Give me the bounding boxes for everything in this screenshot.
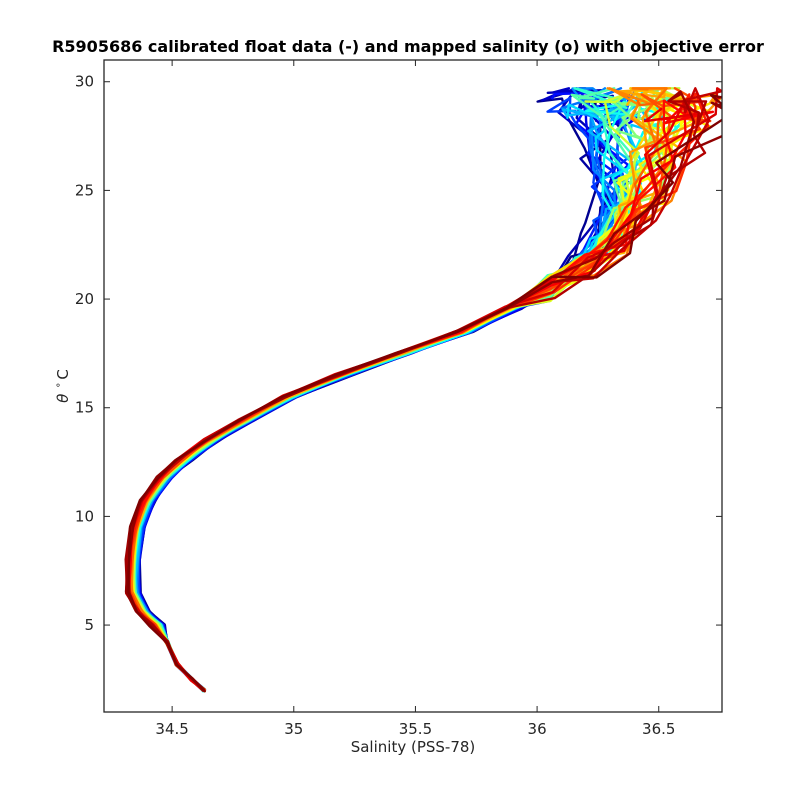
y-tick-label: 10 xyxy=(75,507,94,525)
profile-line xyxy=(132,96,666,692)
profile-line xyxy=(133,108,641,691)
profile-line xyxy=(129,92,640,691)
profile-line xyxy=(130,87,639,691)
profile-line xyxy=(131,87,648,691)
y-tick-label: 20 xyxy=(75,290,94,308)
y-axis-label: θ°C xyxy=(54,369,72,403)
profile-line xyxy=(130,100,646,692)
profile-line xyxy=(124,90,696,692)
y-tick-label: 15 xyxy=(75,399,94,417)
x-axis: 34.5 35 35.5 36 36.5 xyxy=(155,60,675,738)
svg-text:θ°C: θ°C xyxy=(54,369,72,403)
axes-box xyxy=(103,59,723,713)
profile-line xyxy=(126,100,698,692)
x-tick-label: 35 xyxy=(284,720,303,738)
profile-line xyxy=(135,87,623,691)
profile-line xyxy=(135,110,653,692)
profile-line xyxy=(138,93,614,692)
profile-line xyxy=(136,107,648,691)
y-tick-label: 25 xyxy=(75,181,94,199)
profile-line xyxy=(133,105,666,692)
profile-line xyxy=(126,87,668,691)
profile-line xyxy=(135,89,618,691)
profile-line xyxy=(129,96,668,691)
profile-line xyxy=(135,87,600,693)
x-tick-label: 35.5 xyxy=(399,720,432,738)
profile-line xyxy=(135,87,617,691)
profile-line xyxy=(127,99,666,691)
profile-line xyxy=(129,87,668,691)
profile-line xyxy=(132,95,648,692)
profile-line xyxy=(136,104,623,692)
x-tick-label: 34.5 xyxy=(155,720,188,738)
profile-line xyxy=(127,94,722,693)
profiles-group xyxy=(124,87,722,693)
profile-line xyxy=(138,94,628,691)
profile-line xyxy=(131,87,674,693)
profile-line xyxy=(129,97,674,692)
profile-line xyxy=(134,88,621,692)
x-axis-label: Salinity (PSS-78) xyxy=(351,738,476,756)
profile-line xyxy=(127,92,710,692)
x-tick-label: 36.5 xyxy=(642,720,675,738)
profile-line xyxy=(133,94,629,693)
profile-line xyxy=(135,92,630,691)
profile-line xyxy=(136,96,612,691)
profile-line xyxy=(133,100,641,691)
y-axis-label-symbol: θ xyxy=(54,394,72,403)
profile-line xyxy=(133,98,629,692)
y-axis: 5 10 15 20 25 30 xyxy=(75,73,722,634)
profile-line xyxy=(136,88,637,692)
chart-title: R5905686 calibrated float data (-) and m… xyxy=(52,37,764,56)
profile-line xyxy=(132,103,666,692)
y-tick-label: 30 xyxy=(75,73,94,91)
x-tick-label: 36 xyxy=(528,720,547,738)
profile-line xyxy=(130,87,672,692)
profile-line xyxy=(132,103,655,692)
profile-line xyxy=(137,90,631,693)
profile-line xyxy=(136,87,619,691)
y-tick-label: 5 xyxy=(84,616,94,634)
profile-line xyxy=(133,103,642,693)
